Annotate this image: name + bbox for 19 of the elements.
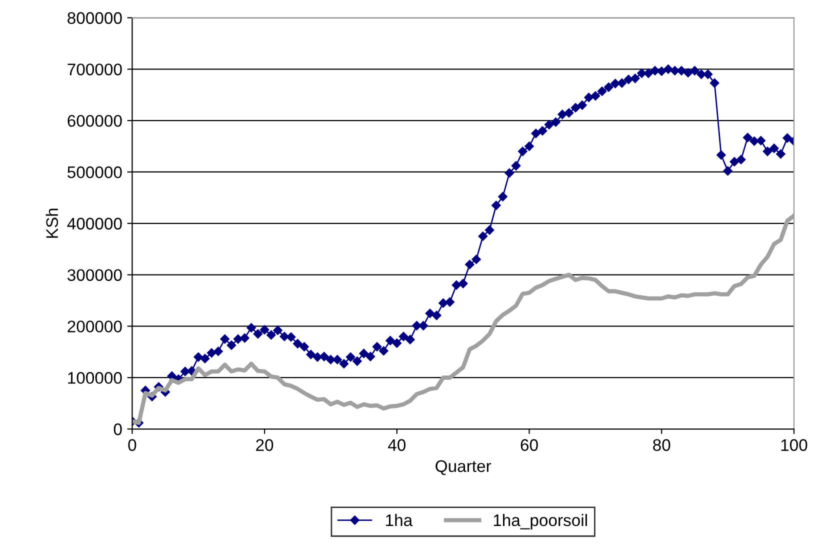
x-tick-label: 60: [520, 439, 538, 451]
y-axis-title: KSh: [46, 208, 58, 238]
y-tick-label: 400000: [67, 218, 122, 230]
y-tick-label: 800000: [68, 12, 122, 24]
legend-label: 1ha_poorsoil: [494, 514, 587, 530]
x-tick-label: 0: [128, 439, 136, 451]
y-tick-label: 100000: [68, 372, 122, 384]
y-tick-label: 500000: [68, 166, 122, 178]
y-tick-label: 300000: [67, 269, 122, 281]
y-tick-label: 200000: [68, 320, 122, 332]
x-tick-label: 20: [256, 439, 274, 451]
x-axis-title: Quarter: [436, 460, 492, 476]
y-tick-label: 700000: [68, 64, 122, 76]
x-tick-label: 80: [653, 439, 670, 451]
x-tick-label: 40: [388, 439, 406, 451]
x-tick-label: 100: [781, 439, 808, 451]
y-tick-label: 600000: [68, 114, 122, 127]
legend-label: 1ha: [386, 514, 413, 526]
y-tick-label: 0: [114, 423, 122, 436]
